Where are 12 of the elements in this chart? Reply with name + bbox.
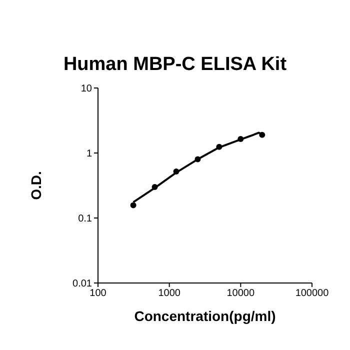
x-tick-label: 10000 <box>226 288 256 300</box>
point <box>130 202 136 208</box>
chart-title: Human MBP-C ELISA Kit <box>62 54 288 76</box>
x-tick-label: 1000 <box>158 288 181 300</box>
x-tick-label: 100 <box>90 288 107 300</box>
y-tick-label: 1 <box>86 148 92 160</box>
x-axis-title: Concentration(pg/ml) <box>134 308 276 324</box>
y-tick-label: 0.1 <box>78 214 92 225</box>
y-tick-label: 10 <box>80 84 92 95</box>
y-tick-label: 0.01 <box>72 278 92 290</box>
x-tick-label: 100000 <box>295 288 330 300</box>
y-axis-title: O.D. <box>28 171 44 200</box>
